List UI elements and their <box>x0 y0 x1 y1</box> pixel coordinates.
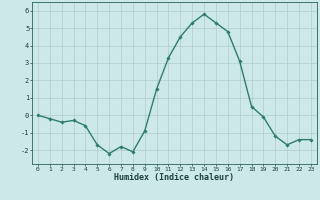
X-axis label: Humidex (Indice chaleur): Humidex (Indice chaleur) <box>115 173 234 182</box>
